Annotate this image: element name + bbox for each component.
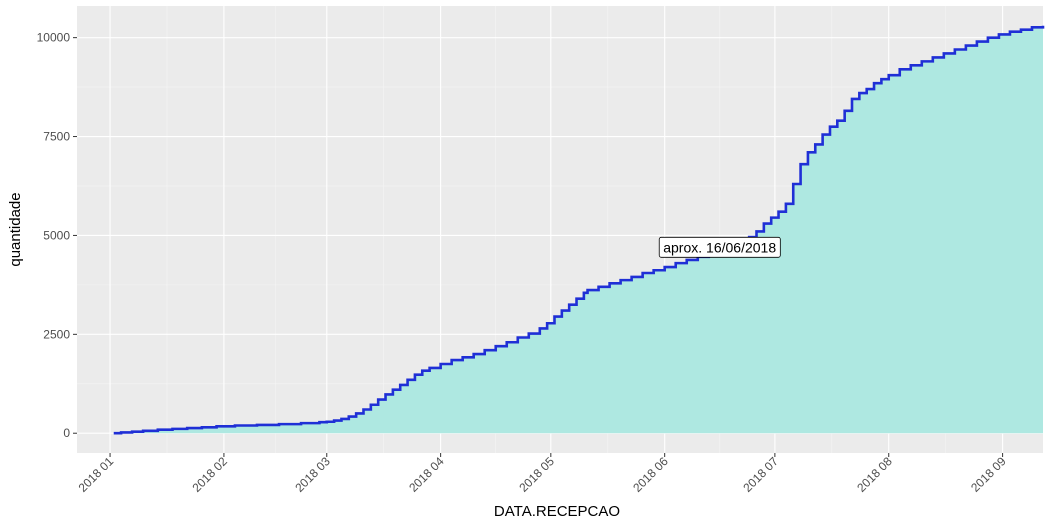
- y-tick-label: 5000: [43, 228, 70, 242]
- y-tick-label: 2500: [43, 327, 70, 341]
- annotation-box: [658, 236, 781, 258]
- y-axis-title: quantidade: [7, 192, 24, 266]
- annotation-label: aprox. 16/06/2018: [658, 236, 781, 258]
- y-tick-label: 7500: [43, 130, 70, 144]
- y-tick-label: 10000: [37, 31, 71, 45]
- x-axis-title: DATA.RECEPCAO: [494, 503, 620, 520]
- y-axis: 0 2500 5000 7500 10000: [37, 31, 77, 440]
- annotations: aprox. 16/06/2018: [658, 236, 781, 258]
- y-tick-label: 0: [63, 426, 70, 440]
- annotation-text: aprox. 16/06/2018: [663, 239, 776, 255]
- cumulative-area-fill: [113, 25, 1044, 434]
- cumulative-step-line: [113, 25, 1045, 435]
